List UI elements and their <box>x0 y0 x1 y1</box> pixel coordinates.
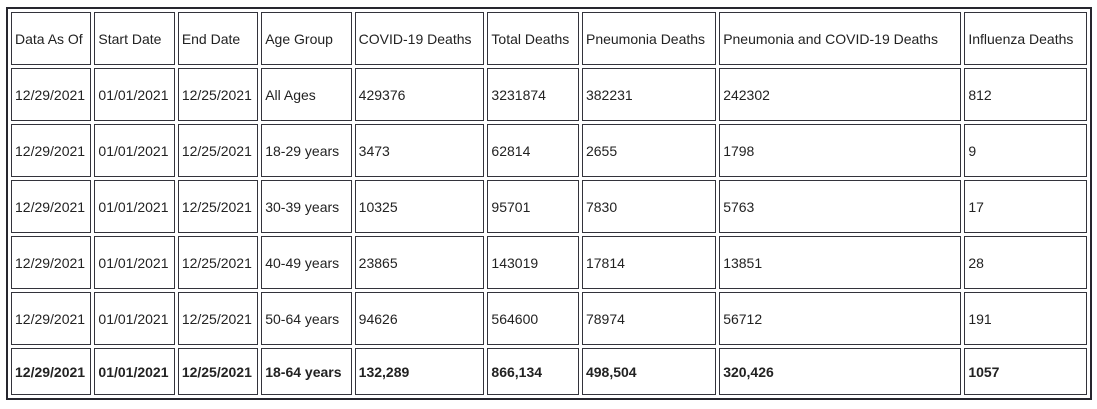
table-cell: 28 <box>964 236 1087 289</box>
covid-deaths-table: Data As Of Start Date End Date Age Group COV… <box>6 7 1092 400</box>
table-cell: 2655 <box>581 124 717 177</box>
table-cell: 3231874 <box>487 68 579 121</box>
table-cell: 10325 <box>354 180 485 233</box>
table-cell: 9 <box>964 124 1087 177</box>
table-cell: 564600 <box>487 292 579 345</box>
table-cell: 12/25/2021 <box>177 236 259 289</box>
table-cell: 95701 <box>487 180 579 233</box>
column-header: Data As Of <box>11 12 92 65</box>
table-row: 12/29/2021 01/01/2021 12/25/2021 18-64 year… <box>11 348 1087 395</box>
table-cell: 17 <box>964 180 1087 233</box>
column-header: COVID-19 Deaths <box>354 12 485 65</box>
table-cell: 498,504 <box>581 348 717 395</box>
table-cell: 7830 <box>581 180 717 233</box>
table-row: 12/29/2021 01/01/2021 12/25/2021 40-49 year… <box>11 236 1087 289</box>
table-header-row: Data As Of Start Date End Date Age Group COV… <box>11 12 1087 65</box>
table-cell: 132,289 <box>354 348 485 395</box>
table-cell: 56712 <box>719 292 962 345</box>
table-cell: 12/25/2021 <box>177 124 259 177</box>
table-cell: 01/01/2021 <box>94 124 175 177</box>
table-cell: 12/25/2021 <box>177 348 259 395</box>
table-cell: 3473 <box>354 124 485 177</box>
table-cell: 40-49 years <box>261 236 352 289</box>
table-cell: 1057 <box>964 348 1087 395</box>
table-cell: All Ages <box>261 68 352 121</box>
table-cell: 18-64 years <box>261 348 352 395</box>
table-cell: 242302 <box>719 68 962 121</box>
table-cell: 429376 <box>354 68 485 121</box>
table-cell: 50-64 years <box>261 292 352 345</box>
column-header: Influenza Deaths <box>964 12 1087 65</box>
table-cell: 12/25/2021 <box>177 68 259 121</box>
table-cell: 12/25/2021 <box>177 180 259 233</box>
table-row: 12/29/2021 01/01/2021 12/25/2021 All Ages 42… <box>11 68 1087 121</box>
table-cell: 01/01/2021 <box>94 292 175 345</box>
column-header: Total Deaths <box>487 12 579 65</box>
table-cell: 62814 <box>487 124 579 177</box>
table-cell: 1798 <box>719 124 962 177</box>
table-cell: 320,426 <box>719 348 962 395</box>
column-header: Start Date <box>94 12 175 65</box>
table-cell: 12/29/2021 <box>11 68 92 121</box>
table-row: 12/29/2021 01/01/2021 12/25/2021 30-39 year… <box>11 180 1087 233</box>
table-cell: 17814 <box>581 236 717 289</box>
column-header: Age Group <box>261 12 352 65</box>
table-cell: 143019 <box>487 236 579 289</box>
table-cell: 191 <box>964 292 1087 345</box>
table-cell: 866,134 <box>487 348 579 395</box>
table-cell: 01/01/2021 <box>94 348 175 395</box>
table-cell: 382231 <box>581 68 717 121</box>
table-cell: 12/29/2021 <box>11 292 92 345</box>
table-cell: 18-29 years <box>261 124 352 177</box>
table-cell: 01/01/2021 <box>94 236 175 289</box>
table-cell: 78974 <box>581 292 717 345</box>
table-cell: 23865 <box>354 236 485 289</box>
table-cell: 12/29/2021 <box>11 236 92 289</box>
column-header: End Date <box>177 12 259 65</box>
table-cell: 12/29/2021 <box>11 124 92 177</box>
table-cell: 30-39 years <box>261 180 352 233</box>
table-body: 12/29/2021 01/01/2021 12/25/2021 All Ages 42… <box>11 68 1087 395</box>
column-header: Pneumonia Deaths <box>581 12 717 65</box>
table-cell: 94626 <box>354 292 485 345</box>
table-cell: 12/29/2021 <box>11 348 92 395</box>
table-cell: 01/01/2021 <box>94 68 175 121</box>
table-cell: 812 <box>964 68 1087 121</box>
table-cell: 12/29/2021 <box>11 180 92 233</box>
table-row: 12/29/2021 01/01/2021 12/25/2021 18-29 year… <box>11 124 1087 177</box>
table-cell: 12/25/2021 <box>177 292 259 345</box>
table-row: 12/29/2021 01/01/2021 12/25/2021 50-64 year… <box>11 292 1087 345</box>
column-header: Pneumonia and COVID-19 Deaths <box>719 12 962 65</box>
table-cell: 5763 <box>719 180 962 233</box>
table-cell: 01/01/2021 <box>94 180 175 233</box>
table-cell: 13851 <box>719 236 962 289</box>
